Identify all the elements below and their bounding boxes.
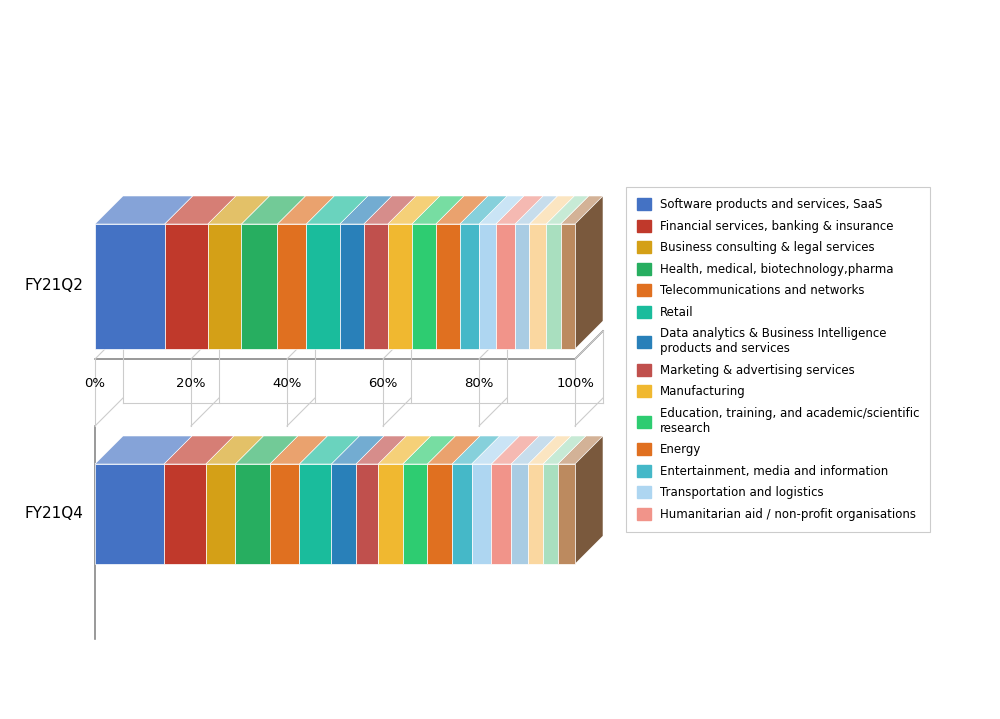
Polygon shape [331,436,384,464]
Bar [496,224,515,349]
Bar [208,224,241,349]
Bar [95,224,165,349]
Polygon shape [270,436,327,464]
Polygon shape [575,196,603,349]
Bar [270,464,299,564]
Polygon shape [515,196,557,224]
Polygon shape [299,436,359,464]
Polygon shape [452,436,500,464]
Polygon shape [561,196,603,224]
Polygon shape [208,196,269,224]
Bar [378,464,403,564]
Bar [436,224,460,349]
Polygon shape [558,436,603,464]
Polygon shape [546,196,589,224]
Bar [561,224,575,349]
Bar [511,464,528,564]
Bar [528,464,543,564]
Bar [340,224,364,349]
Polygon shape [496,196,543,224]
Bar [479,224,496,349]
Bar [543,464,558,564]
Polygon shape [412,196,464,224]
Polygon shape [436,196,488,224]
Polygon shape [306,196,368,224]
Bar [277,224,306,349]
Bar [95,464,164,564]
Bar [331,464,356,564]
Bar [241,224,277,349]
Bar [306,224,340,349]
Text: 100%: 100% [556,377,594,390]
Polygon shape [529,196,574,224]
Bar [388,224,412,349]
Polygon shape [241,196,305,224]
Text: FY21Q4: FY21Q4 [24,506,83,521]
Polygon shape [165,196,236,224]
Bar [206,464,235,564]
Bar [472,464,491,564]
Bar [403,464,427,564]
Polygon shape [164,436,234,464]
Bar [364,224,388,349]
Bar [299,464,331,564]
Bar [356,464,378,564]
Bar [491,464,511,564]
Polygon shape [479,196,524,224]
Legend: Software products and services, SaaS, Financial services, banking & insurance, B: Software products and services, SaaS, Fi… [626,188,930,531]
Polygon shape [356,436,406,464]
Polygon shape [427,436,480,464]
Polygon shape [95,196,193,224]
Polygon shape [491,436,539,464]
Polygon shape [235,436,298,464]
Bar [164,464,206,564]
Text: 20%: 20% [176,377,206,390]
Bar [529,224,546,349]
Polygon shape [460,196,507,224]
Bar [412,224,436,349]
Polygon shape [277,196,334,224]
Bar [515,224,529,349]
Text: 60%: 60% [368,377,398,390]
Polygon shape [388,196,440,224]
Polygon shape [95,436,192,464]
Polygon shape [528,436,571,464]
Bar [235,464,270,564]
Text: 0%: 0% [84,377,106,390]
Polygon shape [575,436,603,564]
Polygon shape [364,196,416,224]
Text: 40%: 40% [272,377,302,390]
Polygon shape [403,436,455,464]
Bar [460,224,479,349]
Polygon shape [543,436,586,464]
Bar [165,224,208,349]
Bar [427,464,452,564]
Polygon shape [206,436,263,464]
Bar [558,464,575,564]
Polygon shape [378,436,431,464]
Polygon shape [511,436,556,464]
Bar [546,224,561,349]
Bar [452,464,472,564]
Text: 80%: 80% [464,377,494,390]
Polygon shape [472,436,519,464]
Text: FY21Q2: FY21Q2 [24,278,83,293]
Polygon shape [340,196,392,224]
